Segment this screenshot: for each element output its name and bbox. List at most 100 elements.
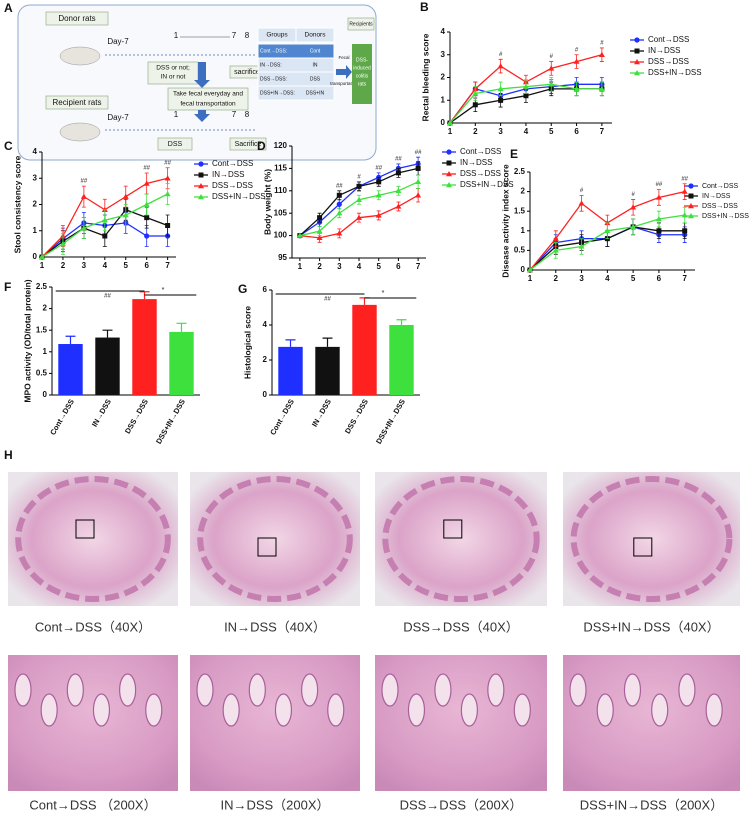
micrograph (190, 472, 360, 606)
legend-label: Cont→DSS (702, 183, 739, 190)
x-tick-label: 7 (165, 261, 170, 270)
marker (356, 196, 362, 202)
gland (274, 693, 293, 727)
marker (573, 58, 580, 64)
y-axis-label: MPO activity (OD/total protein) (22, 279, 32, 402)
table-text: Cont (310, 48, 321, 54)
marker (656, 228, 662, 234)
caption: IN→DSS（200X） (220, 797, 329, 812)
panel-label: E (510, 147, 518, 161)
y-tick-label: 3 (33, 173, 38, 182)
marker (548, 81, 555, 87)
donor-end: sacrifice (234, 69, 260, 76)
marker (143, 180, 150, 186)
bar (352, 304, 377, 395)
y-tick-label: 1 (33, 226, 38, 235)
x-tick-label: 3 (82, 261, 87, 270)
marker (634, 37, 640, 43)
panel-label: C (4, 139, 13, 153)
x-tick-label: 1 (448, 127, 453, 136)
marker (375, 192, 382, 198)
caption: Cont→DSS（40X） (35, 619, 151, 634)
group-text: DSS- (356, 57, 368, 63)
y-tick-label: 2.5 (36, 282, 48, 291)
y-tick-label: 2 (441, 73, 446, 82)
gland (248, 673, 266, 707)
marker (317, 215, 323, 221)
marker (395, 170, 401, 176)
error-bar (359, 297, 370, 305)
y-tick-label: 4 (33, 147, 38, 156)
marker (527, 267, 533, 273)
rat (59, 122, 101, 142)
y-axis-label: Histological score (242, 306, 252, 379)
marker (59, 240, 66, 247)
y-tick-label: 4 (263, 320, 268, 329)
annotation: # (575, 47, 579, 53)
day: 1 (174, 110, 179, 119)
day: Day-7 (107, 113, 129, 122)
marker (655, 216, 662, 222)
x-tick-label: 5 (631, 274, 636, 283)
marker (552, 247, 559, 253)
marker (415, 192, 422, 198)
marker (522, 83, 529, 89)
marker (336, 192, 342, 198)
bar (278, 346, 303, 395)
marker (446, 160, 452, 166)
panel-h: H Cont→DSS（40X） Cont→DSS （200X） IN→DSS（40X… (4, 448, 740, 812)
table-text: DSS+IN (306, 90, 325, 96)
x-tick-label: 6 (396, 262, 401, 271)
error-bar (176, 322, 187, 332)
marker (316, 228, 323, 234)
bar (315, 346, 340, 395)
y-axis-label: Disease activity index score (500, 164, 510, 278)
marker (578, 200, 585, 206)
x-tick-label: DSS+IN→DSS (374, 397, 407, 445)
marker (682, 228, 688, 234)
arrow-label: transportation (330, 81, 358, 86)
marker (598, 51, 605, 57)
x-tick-label: Cont→DSS (268, 397, 296, 436)
y-tick-label: 2 (521, 187, 526, 196)
annotation: ## (336, 183, 343, 189)
x-tick-label: 6 (657, 274, 662, 283)
x-tick-label: 2 (554, 274, 559, 283)
y-tick-label: 2 (33, 200, 38, 209)
x-tick-label: 1 (40, 261, 45, 270)
x-tick-label: Cont→DSS (48, 397, 76, 436)
x-tick-label: 4 (357, 262, 362, 271)
marker (165, 223, 171, 228)
recipient-end: Sacrifice (235, 141, 262, 148)
marker (39, 254, 45, 260)
gland (487, 673, 505, 707)
x-tick-label: 1 (528, 274, 533, 283)
marker (604, 219, 611, 226)
marker (578, 243, 585, 249)
legend-label: DSS→DSS (460, 169, 501, 178)
arrow-label: Fecal (338, 55, 349, 60)
table-header: Groups (266, 32, 288, 39)
legend-label: IN→DSS (212, 170, 244, 179)
tissue (197, 476, 353, 602)
y-tick-label: 2.5 (514, 167, 526, 176)
marker (164, 191, 171, 197)
marker (688, 183, 694, 189)
y-tick-label: 2 (43, 304, 48, 313)
gland (92, 693, 111, 727)
x-tick-label: 2 (317, 262, 322, 271)
tissue (570, 476, 733, 602)
marker (336, 230, 343, 236)
marker (634, 70, 640, 76)
annotation: * (382, 290, 385, 297)
annotation: # (631, 192, 635, 198)
x-tick-label: 4 (605, 274, 610, 283)
table-text: DSS (310, 76, 321, 82)
x-tick-label: 4 (524, 127, 529, 136)
y-tick-label: 0 (33, 252, 38, 261)
table-text: IN (313, 62, 318, 68)
recipients-label: Recipients (349, 21, 373, 27)
gland (569, 673, 587, 707)
gland (327, 693, 345, 727)
